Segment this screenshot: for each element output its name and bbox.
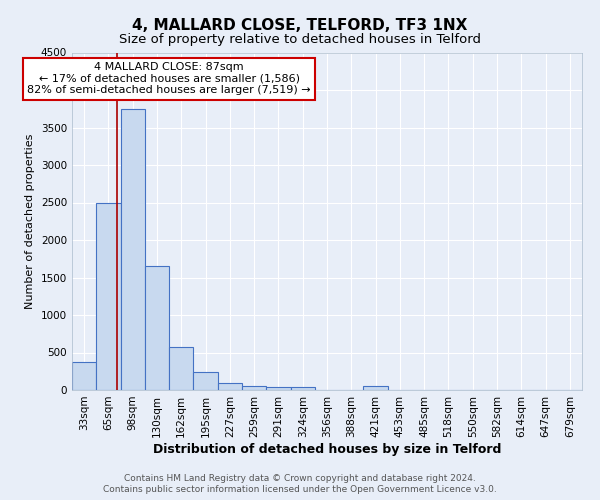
Bar [169,346,193,390]
X-axis label: Distribution of detached houses by size in Telford: Distribution of detached houses by size … [153,442,501,456]
Text: Contains HM Land Registry data © Crown copyright and database right 2024.
Contai: Contains HM Land Registry data © Crown c… [103,474,497,494]
Text: 4, MALLARD CLOSE, TELFORD, TF3 1NX: 4, MALLARD CLOSE, TELFORD, TF3 1NX [133,18,467,32]
Bar [121,109,145,390]
Bar [266,387,290,390]
Text: Size of property relative to detached houses in Telford: Size of property relative to detached ho… [119,32,481,46]
Bar [193,372,218,390]
Bar [145,266,169,390]
Y-axis label: Number of detached properties: Number of detached properties [25,134,35,309]
Bar [290,387,315,390]
Text: 4 MALLARD CLOSE: 87sqm  
← 17% of detached houses are smaller (1,586)
82% of sem: 4 MALLARD CLOSE: 87sqm ← 17% of detached… [28,62,311,96]
Bar [218,382,242,390]
Bar [364,386,388,390]
Bar [72,362,96,390]
Bar [96,202,121,390]
Bar [242,386,266,390]
